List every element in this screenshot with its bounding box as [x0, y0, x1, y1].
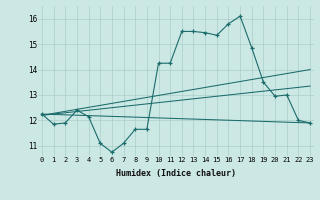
X-axis label: Humidex (Indice chaleur): Humidex (Indice chaleur) — [116, 169, 236, 178]
